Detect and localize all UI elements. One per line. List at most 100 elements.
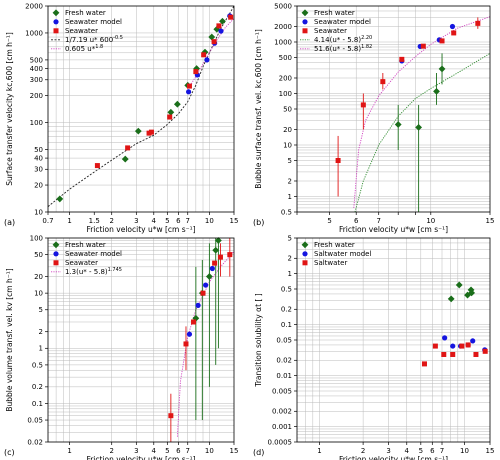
y-tick-label: 0.2 bbox=[281, 306, 292, 314]
y-tick-label: 500 bbox=[279, 54, 292, 62]
x-axis-label: Friction velocity u*w [cm s⁻¹] bbox=[339, 455, 448, 460]
data-point bbox=[447, 295, 455, 303]
data-point bbox=[451, 30, 457, 36]
x-tick-label: 5 bbox=[165, 217, 169, 225]
x-tick-label: 4 bbox=[152, 447, 157, 455]
legend-entry: Seawater bbox=[65, 259, 98, 267]
data-point bbox=[459, 343, 465, 349]
data-point bbox=[442, 335, 448, 341]
series-fresh bbox=[447, 281, 476, 303]
legend-entry: Seawater bbox=[314, 27, 347, 35]
data-point bbox=[212, 246, 220, 254]
y-tick-label: 0.01 bbox=[276, 372, 292, 380]
panel-label: (b) bbox=[253, 218, 264, 227]
y-tick-label: 100 bbox=[30, 119, 43, 127]
data-point bbox=[213, 25, 221, 33]
x-tick-label: 6 bbox=[354, 217, 359, 225]
data-point bbox=[186, 331, 193, 337]
y-tick-label: 0.05 bbox=[276, 336, 292, 344]
data-point bbox=[216, 23, 222, 29]
legend-marker bbox=[53, 251, 59, 257]
data-point bbox=[227, 252, 233, 258]
series-sea bbox=[335, 20, 481, 163]
legend-marker bbox=[53, 19, 59, 25]
x-tick-label: 10 bbox=[205, 217, 214, 225]
x-tick-label: 6 bbox=[176, 217, 181, 225]
data-point bbox=[421, 361, 427, 367]
x-tick-label: 2 bbox=[109, 217, 113, 225]
legend-entry: Seawater model bbox=[314, 18, 371, 26]
y-tick-label: 200 bbox=[30, 92, 43, 100]
legend-entry: Seawater model bbox=[65, 18, 122, 26]
label-part: 0.605 u* bbox=[65, 45, 96, 53]
data-point bbox=[191, 319, 197, 325]
data-point bbox=[148, 129, 154, 135]
x-tick-label: 5 bbox=[165, 447, 169, 455]
data-point bbox=[335, 158, 341, 163]
series-fresh bbox=[394, 65, 446, 131]
data-point bbox=[455, 281, 463, 289]
y-tick-label: 20 bbox=[283, 126, 292, 134]
x-tick-label: 10 bbox=[205, 447, 214, 455]
legend-marker bbox=[52, 9, 60, 17]
data-point bbox=[168, 413, 174, 419]
series-sea bbox=[168, 252, 233, 419]
y-tick-label: 1000 bbox=[25, 29, 43, 37]
x-tick-label: 6 bbox=[430, 447, 435, 455]
legend-marker bbox=[302, 260, 308, 266]
y-tick-label: 0.02 bbox=[27, 438, 43, 446]
panel-b: 5 6 7 10 15 0.5 1 2 5 10 20 50 100 200 500 1000 2000 5000… bbox=[253, 2, 494, 234]
label-part: 51.6(u* - 5.8) bbox=[314, 45, 361, 53]
y-tick-label: 2000 bbox=[274, 23, 292, 31]
x-tick-label: 5 bbox=[327, 217, 331, 225]
data-point bbox=[380, 79, 386, 85]
legend-entry: 0.605 u*1.8 bbox=[65, 44, 103, 53]
data-point bbox=[186, 83, 192, 89]
data-point bbox=[433, 87, 440, 95]
data-point bbox=[204, 57, 210, 63]
legend-marker bbox=[302, 251, 308, 257]
y-tick-label: 0.5 bbox=[281, 285, 292, 293]
y-tick-label: 2 bbox=[39, 328, 43, 336]
label-part: 4.14(u* - 5.8) bbox=[314, 36, 361, 44]
legend-entry: Saltwater model bbox=[314, 250, 371, 258]
grid bbox=[296, 237, 490, 443]
y-axis-label: Bubble surface transf. vel. kc,600 [cm h… bbox=[254, 29, 263, 189]
x-tick-label: 10 bbox=[460, 447, 469, 455]
legend-entry: 1.3(u* - 5.8)1.745 bbox=[65, 267, 122, 276]
y-tick-label: 10 bbox=[34, 208, 43, 216]
data-point bbox=[214, 237, 222, 244]
legend-marker bbox=[301, 9, 309, 17]
x-tick-label: 4 bbox=[405, 447, 410, 455]
y-tick-label: 0.02 bbox=[276, 357, 292, 365]
legend-marker bbox=[302, 28, 308, 34]
data-point bbox=[205, 273, 213, 280]
data-point bbox=[438, 65, 446, 73]
x-tick-label: 1 bbox=[317, 447, 321, 455]
data-point bbox=[218, 28, 224, 34]
x-tick-label: 6 bbox=[176, 447, 181, 455]
data-point bbox=[228, 14, 234, 20]
label-part: 1.3(u* - 5.8) bbox=[65, 268, 108, 276]
data-point bbox=[394, 121, 402, 128]
data-point bbox=[183, 341, 189, 347]
data-point bbox=[449, 23, 456, 30]
data-point bbox=[420, 43, 426, 49]
data-point bbox=[134, 127, 142, 135]
data-point bbox=[167, 114, 173, 120]
data-point bbox=[173, 100, 181, 108]
x-tick-label: 3 bbox=[134, 447, 138, 455]
x-tick-label: 7 bbox=[186, 217, 190, 225]
series-fresh bbox=[56, 17, 226, 203]
legend-entry: Fresh water bbox=[314, 241, 355, 249]
data-point bbox=[475, 20, 481, 26]
data-point bbox=[439, 38, 445, 44]
y-tick-label: 0.5 bbox=[32, 361, 43, 369]
y-tick-label: 0.2 bbox=[32, 383, 43, 391]
y-tick-label: 0.1 bbox=[32, 400, 43, 408]
y-tick-label: 20 bbox=[34, 181, 43, 189]
